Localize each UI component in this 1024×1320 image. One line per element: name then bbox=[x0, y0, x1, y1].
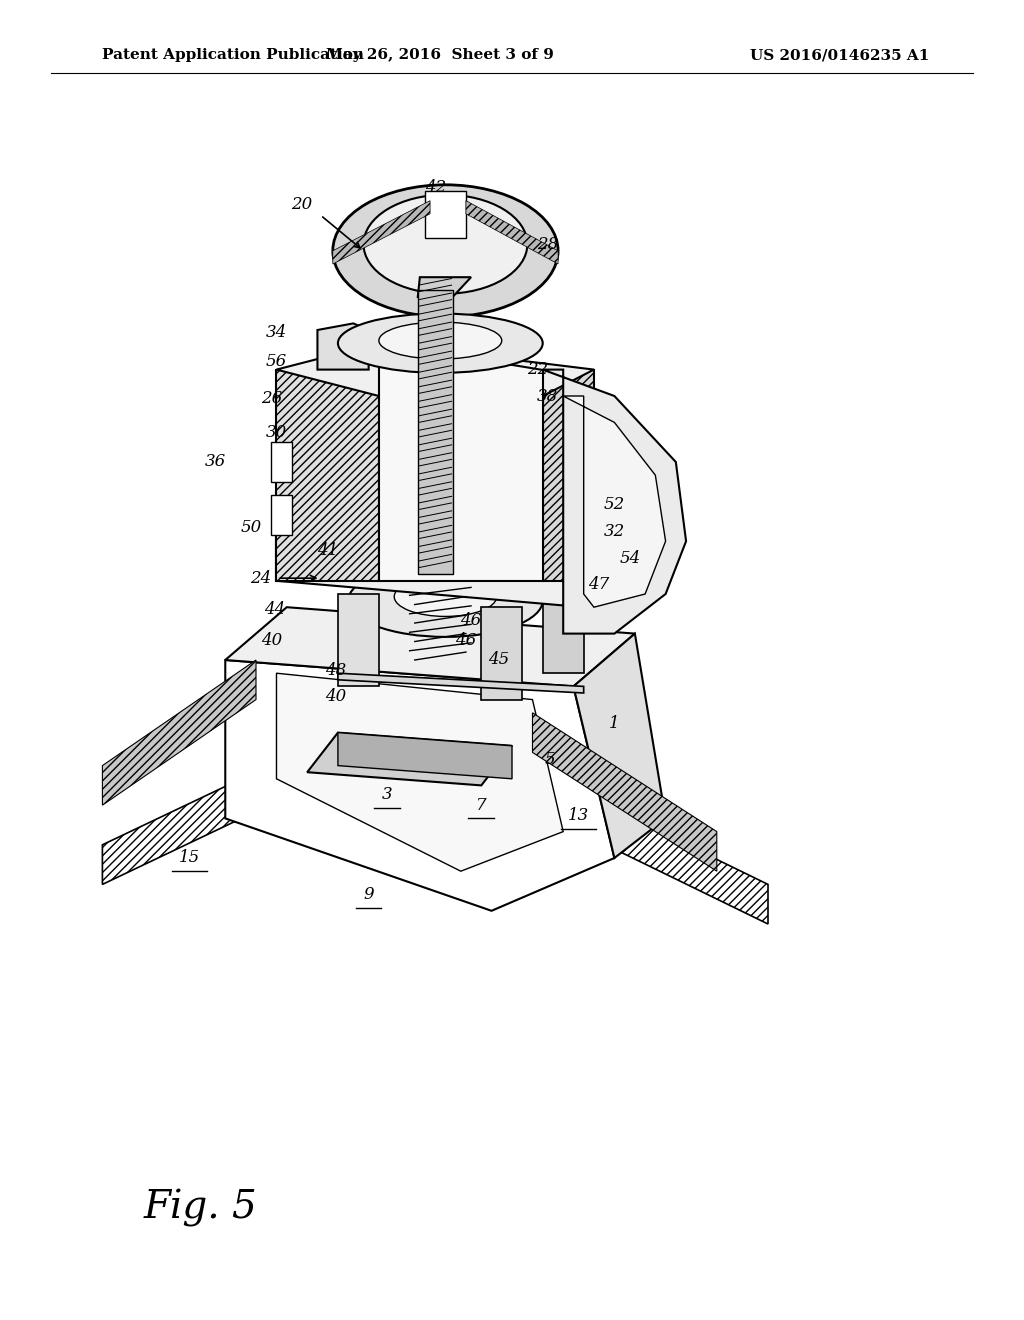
Ellipse shape bbox=[394, 577, 497, 616]
Ellipse shape bbox=[348, 565, 543, 636]
Polygon shape bbox=[543, 581, 584, 673]
Text: 5: 5 bbox=[545, 751, 555, 767]
Text: 45: 45 bbox=[488, 652, 509, 668]
Polygon shape bbox=[317, 323, 369, 370]
Text: May 26, 2016  Sheet 3 of 9: May 26, 2016 Sheet 3 of 9 bbox=[327, 49, 554, 62]
Text: 26: 26 bbox=[261, 391, 282, 407]
Text: 42: 42 bbox=[425, 180, 445, 195]
Text: 1: 1 bbox=[609, 715, 620, 731]
Text: 56: 56 bbox=[266, 354, 287, 370]
Polygon shape bbox=[276, 528, 584, 607]
Text: 32: 32 bbox=[604, 524, 625, 540]
Polygon shape bbox=[102, 660, 256, 805]
Text: 9: 9 bbox=[364, 887, 374, 903]
Text: 41: 41 bbox=[317, 543, 338, 558]
Polygon shape bbox=[225, 660, 614, 911]
Polygon shape bbox=[466, 201, 558, 264]
Polygon shape bbox=[307, 733, 512, 785]
Polygon shape bbox=[276, 343, 594, 396]
Polygon shape bbox=[333, 201, 430, 264]
Polygon shape bbox=[481, 607, 522, 700]
Text: 24: 24 bbox=[251, 570, 271, 586]
Text: 28: 28 bbox=[538, 236, 558, 252]
Polygon shape bbox=[389, 700, 768, 924]
Polygon shape bbox=[271, 495, 292, 535]
Text: 36: 36 bbox=[205, 454, 225, 470]
Text: 46: 46 bbox=[461, 612, 481, 628]
Polygon shape bbox=[379, 343, 543, 581]
Text: 38: 38 bbox=[538, 388, 558, 404]
Text: 50: 50 bbox=[241, 520, 261, 536]
Text: 15: 15 bbox=[179, 850, 200, 866]
Text: 3: 3 bbox=[382, 787, 392, 803]
Polygon shape bbox=[225, 607, 635, 686]
Text: 52: 52 bbox=[604, 496, 625, 512]
Text: Patent Application Publication: Patent Application Publication bbox=[102, 49, 365, 62]
Text: 48: 48 bbox=[326, 663, 346, 678]
Ellipse shape bbox=[583, 483, 626, 599]
Ellipse shape bbox=[338, 314, 543, 374]
Text: 40: 40 bbox=[326, 689, 346, 705]
Polygon shape bbox=[425, 191, 466, 238]
Polygon shape bbox=[338, 594, 379, 686]
Ellipse shape bbox=[567, 416, 610, 521]
Ellipse shape bbox=[379, 322, 502, 359]
Text: US 2016/0146235 A1: US 2016/0146235 A1 bbox=[750, 49, 930, 62]
Polygon shape bbox=[532, 713, 717, 871]
Text: Fig. 5: Fig. 5 bbox=[143, 1189, 257, 1226]
Polygon shape bbox=[102, 660, 492, 884]
Text: 34: 34 bbox=[266, 325, 287, 341]
Polygon shape bbox=[543, 370, 594, 581]
Text: 13: 13 bbox=[568, 808, 589, 824]
Polygon shape bbox=[338, 673, 584, 693]
Polygon shape bbox=[543, 370, 686, 634]
Polygon shape bbox=[276, 370, 379, 581]
Text: 46: 46 bbox=[456, 632, 476, 648]
Polygon shape bbox=[418, 277, 471, 297]
Polygon shape bbox=[573, 634, 666, 858]
Text: 44: 44 bbox=[264, 602, 285, 618]
Text: 20: 20 bbox=[292, 197, 312, 213]
Polygon shape bbox=[271, 442, 292, 482]
Ellipse shape bbox=[364, 194, 527, 294]
Polygon shape bbox=[276, 502, 338, 581]
Polygon shape bbox=[338, 733, 512, 779]
Text: 54: 54 bbox=[620, 550, 640, 566]
Text: 47: 47 bbox=[589, 577, 609, 593]
Ellipse shape bbox=[333, 185, 558, 317]
Text: 30: 30 bbox=[266, 425, 287, 441]
Text: 40: 40 bbox=[261, 632, 282, 648]
Text: 22: 22 bbox=[527, 362, 548, 378]
Text: 7: 7 bbox=[476, 797, 486, 813]
Bar bbox=[418, 290, 453, 574]
Polygon shape bbox=[563, 396, 666, 607]
Polygon shape bbox=[276, 673, 563, 871]
